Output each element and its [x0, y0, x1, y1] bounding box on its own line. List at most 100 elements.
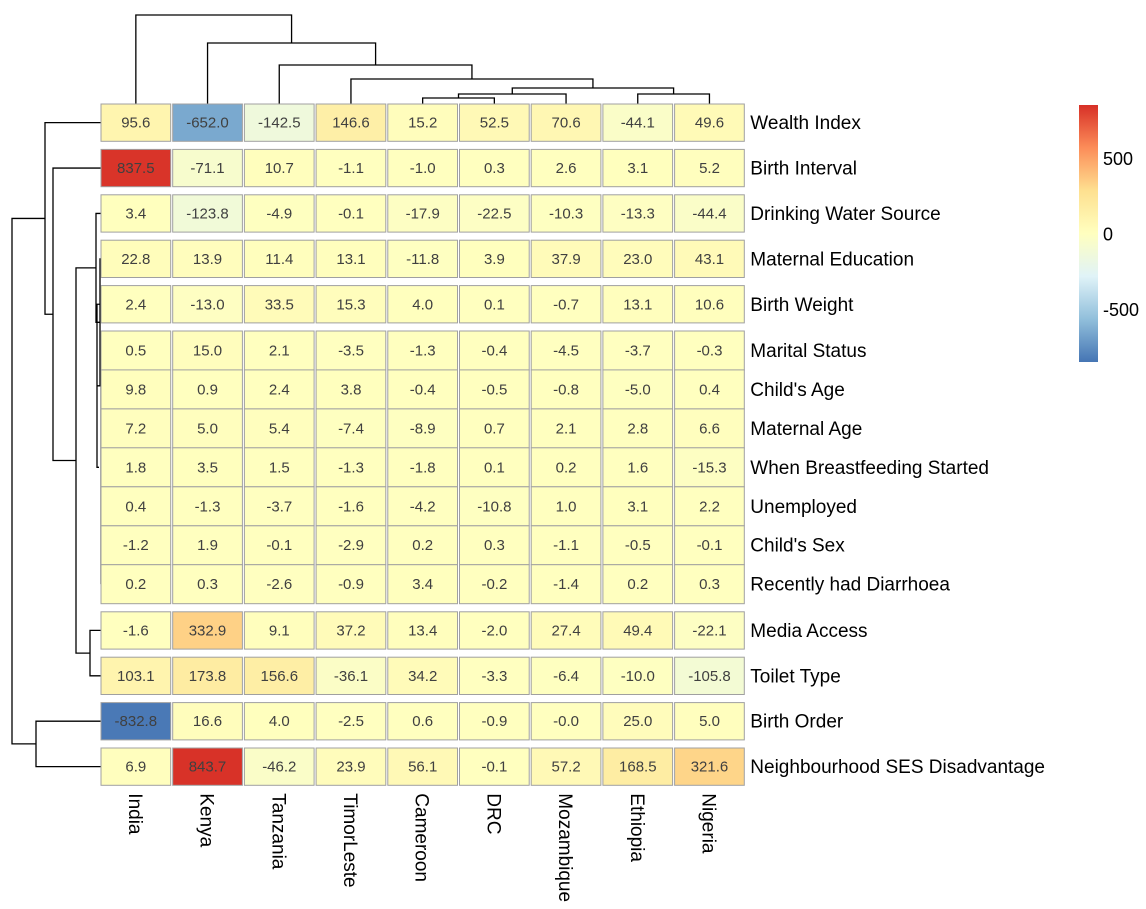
- heatmap-cell: [674, 103, 745, 142]
- heatmap-cell-value: -10.3: [549, 206, 583, 223]
- heatmap-cell: [602, 148, 674, 188]
- dendrogram-branch: [350, 78, 594, 104]
- heatmap-cell: [315, 702, 387, 741]
- heatmap-cell: [315, 747, 387, 786]
- heatmap-cells: 95.6 -652.0 -142.5 146.6 15.2 52.5 70.6 -44.1 49…: [100, 103, 745, 786]
- heatmap-cell-value: -0.5: [481, 381, 507, 398]
- heatmap-cell-value: -1.8: [410, 459, 436, 476]
- heatmap-cell: [459, 369, 530, 410]
- heatmap-cell: [602, 330, 674, 371]
- heatmap-cell: [172, 194, 243, 233]
- heatmap-cell: [172, 486, 243, 527]
- heatmap-cell: [459, 148, 530, 188]
- dendrogram-branch: [89, 629, 101, 677]
- dendrogram-branch: [75, 267, 96, 654]
- heatmap-cell-value: 15.0: [193, 343, 222, 360]
- heatmap-cell: [315, 611, 387, 650]
- color-legend: 500 0 -500: [1079, 105, 1139, 362]
- heatmap-cell-value: 13.4: [408, 622, 437, 639]
- heatmap-cell-value: 10.7: [265, 160, 294, 177]
- heatmap-cell-value: 37.9: [551, 251, 580, 268]
- heatmap-cell-value: 0.5: [125, 343, 146, 360]
- heatmap-cell: [674, 330, 745, 371]
- heatmap-cell-value: 4.0: [269, 713, 290, 730]
- heatmap-cell-value: 0.2: [412, 537, 433, 554]
- heatmap-cell-value: 843.7: [189, 759, 227, 776]
- heatmap-cell: [674, 702, 745, 741]
- dendrogram-branch: [35, 720, 101, 768]
- heatmap-cell: [100, 447, 172, 488]
- dendrogram-branch: [135, 14, 293, 104]
- heatmap-cell-value: 0.3: [484, 537, 505, 554]
- heatmap-cell: [602, 525, 674, 566]
- heatmap-cell: [387, 525, 458, 566]
- color-legend-bar: [1079, 105, 1098, 362]
- heatmap-cell-value: 1.0: [556, 498, 577, 515]
- heatmap-cell-value: 9.1: [269, 622, 290, 639]
- heatmap-cell: [172, 656, 243, 696]
- color-legend-ticks: 500 0 -500: [1103, 149, 1139, 320]
- column-labels: India Kenya Tanzania TimorLeste Cameroon DRC M…: [124, 793, 719, 902]
- column-label: Tanzania: [267, 793, 288, 869]
- heatmap-cell-value: -3.7: [625, 343, 651, 360]
- row-label: Media Access: [750, 621, 867, 642]
- heatmap-cell-value: 4.0: [412, 296, 433, 313]
- heatmap-cell: [243, 564, 315, 605]
- row-label: Unemployed: [750, 497, 857, 518]
- heatmap-cell: [602, 285, 674, 324]
- heatmap-cell: [387, 148, 458, 188]
- heatmap-cell: [387, 369, 458, 410]
- heatmap-cell-value: -0.9: [481, 713, 507, 730]
- row-label: Toilet Type: [750, 666, 840, 687]
- heatmap-cell-value: 2.1: [556, 420, 577, 437]
- heatmap-cell: [100, 656, 172, 696]
- heatmap-cell: [530, 330, 602, 371]
- column-label: Mozambique: [554, 793, 575, 902]
- heatmap-cell: [315, 447, 387, 488]
- heatmap-cell-value: 0.2: [125, 576, 146, 593]
- heatmap-cell: [530, 525, 602, 566]
- heatmap-cell: [100, 330, 172, 371]
- row-label: Maternal Age: [750, 419, 862, 440]
- heatmap-cell-value: 0.1: [484, 459, 505, 476]
- heatmap-cell: [602, 656, 674, 696]
- heatmap-cell-value: -8.9: [410, 420, 436, 437]
- column-label: Ethiopia: [626, 793, 647, 862]
- heatmap-cell-value: -13.0: [190, 296, 224, 313]
- heatmap-cell: [172, 408, 243, 449]
- heatmap-cell: [243, 148, 315, 188]
- heatmap-cell: [602, 702, 674, 741]
- heatmap-cell: [674, 611, 745, 650]
- heatmap-cell-value: 837.5: [117, 160, 155, 177]
- heatmap-cell: [100, 148, 172, 188]
- heatmap-cell-value: 103.1: [117, 668, 155, 685]
- heatmap-cell-value: 9.8: [125, 381, 146, 398]
- heatmap-cell: [243, 525, 315, 566]
- heatmap-cell: [674, 564, 745, 605]
- heatmap-cell: [100, 194, 172, 233]
- heatmap-cell-value: 22.8: [121, 251, 150, 268]
- heatmap-cell-value: 15.2: [408, 115, 437, 132]
- heatmap-cell: [387, 408, 458, 449]
- heatmap-cell: [243, 285, 315, 324]
- heatmap-cell: [530, 702, 602, 741]
- heatmap-cell: [172, 285, 243, 324]
- heatmap-cell-value: 3.5: [197, 459, 218, 476]
- heatmap-cell: [387, 239, 458, 278]
- heatmap-cell-value: 5.2: [699, 160, 720, 177]
- heatmap-cell: [530, 564, 602, 605]
- heatmap-cell: [459, 408, 530, 449]
- heatmap-cell: [100, 702, 172, 741]
- heatmap-cell-value: 156.6: [261, 668, 299, 685]
- heatmap-cell: [243, 408, 315, 449]
- heatmap-cell: [459, 525, 530, 566]
- heatmap-cell-value: -22.5: [477, 206, 511, 223]
- heatmap-cell: [530, 285, 602, 324]
- heatmap-cell-value: -1.4: [553, 576, 579, 593]
- heatmap-cell: [243, 486, 315, 527]
- heatmap-cell: [100, 285, 172, 324]
- heatmap-cell: [387, 702, 458, 741]
- heatmap-cell-value: 146.6: [332, 115, 370, 132]
- heatmap-cell-value: -1.3: [410, 343, 436, 360]
- heatmap-cell-value: 49.6: [695, 115, 724, 132]
